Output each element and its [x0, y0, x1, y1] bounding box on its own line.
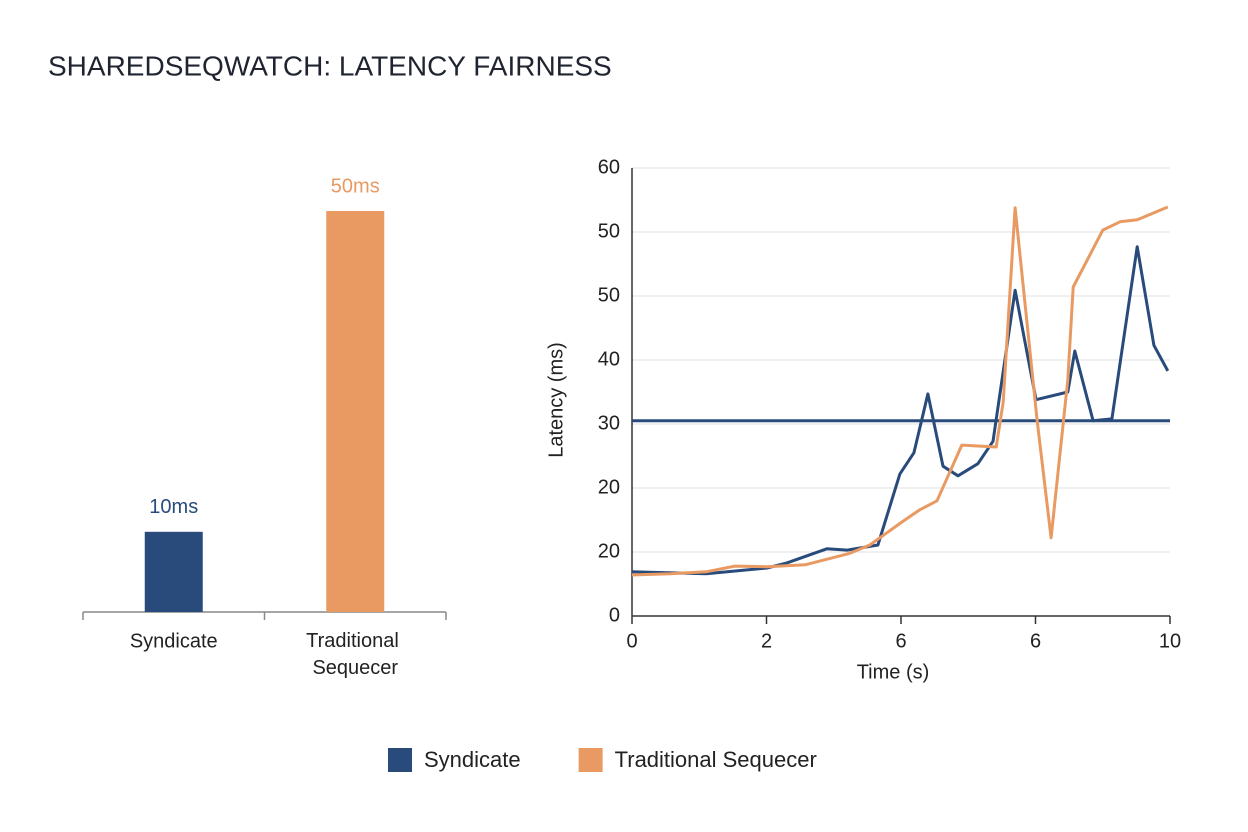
bar [326, 211, 385, 612]
y-tick-label: 40 [598, 348, 620, 370]
x-tick-label: 6 [895, 630, 906, 652]
legend-label: Syndicate [424, 747, 521, 772]
legend-label: Traditional Sequecer [615, 747, 817, 772]
x-axis-title: Time (s) [857, 661, 930, 683]
x-tick-label: 0 [626, 630, 637, 652]
value-label: 50ms [331, 175, 380, 197]
y-tick-label: 20 [598, 476, 620, 498]
y-tick-label: 0 [609, 604, 620, 626]
x-tick-label: 6 [1030, 630, 1041, 652]
page-title: SHAREDSEQWATCH: LATENCY FAIRNESS [48, 50, 612, 81]
y-tick-label: 50 [598, 220, 620, 242]
value-label: 10ms [149, 496, 198, 518]
bar [144, 531, 203, 612]
x-tick-label: 10 [1159, 630, 1181, 652]
x-tick-label: Traditional Sequecer [306, 630, 404, 679]
y-tick-label: 20 [598, 540, 620, 562]
y-tick-label: 60 [598, 156, 620, 178]
y-axis-title: Latency (ms) [545, 342, 567, 458]
line-series [631, 205, 1169, 577]
y-tick-label: 50 [598, 284, 620, 306]
x-tick-label: Syndicate [130, 630, 218, 652]
line-series [631, 245, 1170, 576]
x-tick-label: 2 [761, 630, 772, 652]
legend-swatch [388, 748, 412, 772]
legend-swatch [578, 748, 603, 772]
y-tick-label: 30 [598, 412, 620, 434]
